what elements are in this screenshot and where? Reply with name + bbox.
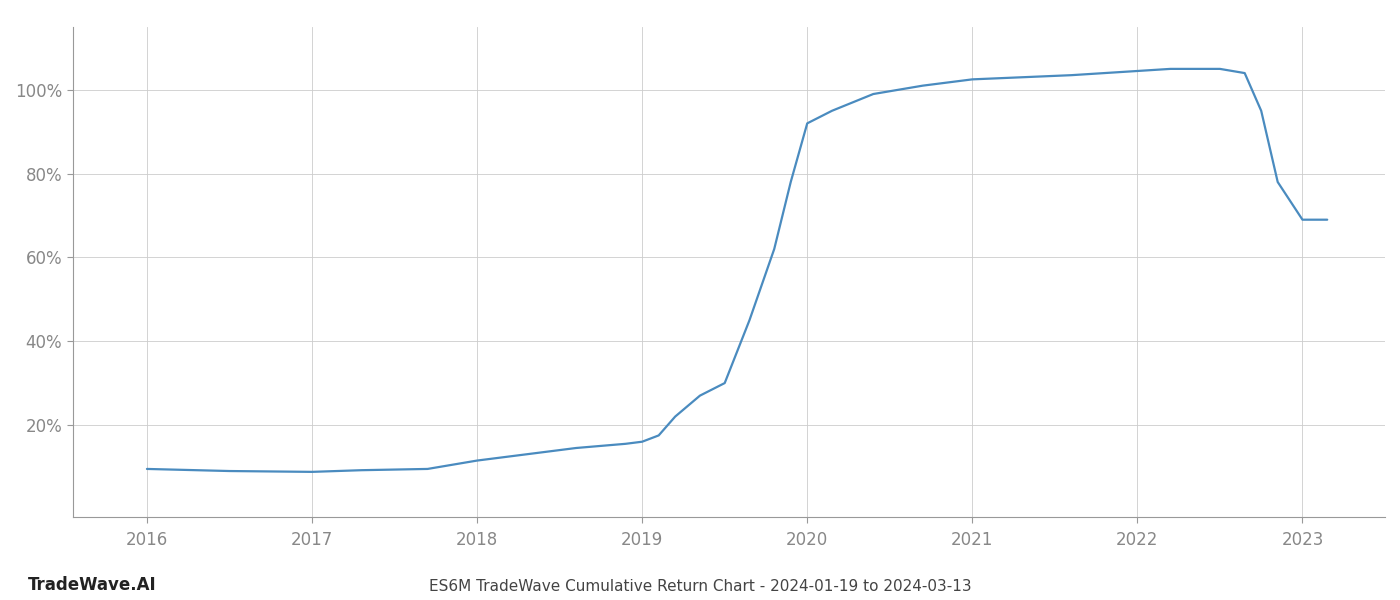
Text: ES6M TradeWave Cumulative Return Chart - 2024-01-19 to 2024-03-13: ES6M TradeWave Cumulative Return Chart -… [428, 579, 972, 594]
Text: TradeWave.AI: TradeWave.AI [28, 576, 157, 594]
